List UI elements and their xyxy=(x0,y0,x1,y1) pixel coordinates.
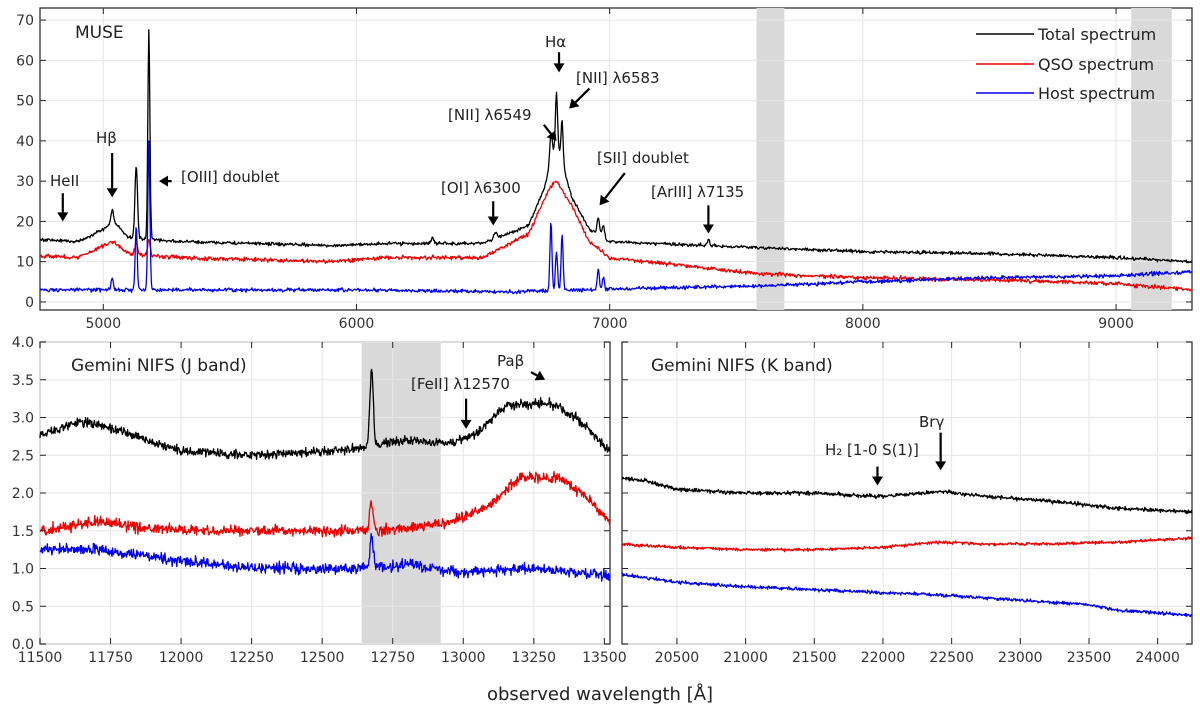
nifs-k-arrows xyxy=(871,432,947,486)
y-tick-label: 4.0 xyxy=(12,335,34,351)
x-tick-label: 21000 xyxy=(723,650,768,666)
x-tick-label: 12250 xyxy=(229,650,274,666)
arrow xyxy=(599,172,626,206)
nifs-j-ticks: 11500 11750 12000 12250 12500 12750 13000 13250… xyxy=(12,335,627,666)
muse-panel: 5000 6000 7000 8000 9000 0 10 20 30 40 50 60 70 MUSE… xyxy=(16,7,1193,332)
series-line-qso xyxy=(39,470,611,538)
series-line-qso xyxy=(39,180,1193,292)
nifs-j-panel: 11500 11750 12000 12250 12500 12750 13000 13250… xyxy=(12,335,627,666)
y-tick-label: 0.0 xyxy=(12,637,34,653)
x-tick-label: 20500 xyxy=(655,650,700,666)
y-tick-label: 2.0 xyxy=(12,486,34,502)
annotation-nii-6583: [NII] λ6583 xyxy=(576,69,660,87)
x-tick-label: 13000 xyxy=(441,650,486,666)
arrow xyxy=(871,466,883,486)
x-tick-label: 5000 xyxy=(85,316,121,332)
y-tick-label: 30 xyxy=(16,174,34,190)
series-line-total xyxy=(39,29,1193,264)
nifs-k-series xyxy=(621,476,1193,618)
x-tick-label: 13250 xyxy=(512,650,557,666)
annotation-hbeta: Hβ xyxy=(96,129,117,147)
y-tick-label: 3.0 xyxy=(12,411,34,427)
y-tick-label: 1.5 xyxy=(12,524,34,540)
x-axis-label: observed wavelength [Å] xyxy=(487,683,713,705)
x-tick-label: 11750 xyxy=(88,650,133,666)
annotation-heii: HeII xyxy=(50,172,79,190)
arrow xyxy=(935,432,947,471)
nifs-j-arrows xyxy=(460,370,546,429)
x-tick-label: 12000 xyxy=(159,650,204,666)
x-tick-label: 24000 xyxy=(1135,650,1180,666)
legend-label-host: Host spectrum xyxy=(1038,84,1155,103)
y-tick-label: 0 xyxy=(25,295,34,311)
annotation-feii-12570: [FeII] λ12570 xyxy=(411,375,510,393)
arrow xyxy=(106,152,118,198)
nifs-k-grid xyxy=(622,341,1192,645)
arrow xyxy=(57,193,69,222)
nifs-j-series xyxy=(39,368,611,582)
annotation-pabeta: Paβ xyxy=(497,352,524,370)
y-tick-label: 1.0 xyxy=(12,562,34,578)
y-tick-label: 0.5 xyxy=(12,599,34,615)
muse-title: MUSE xyxy=(75,23,124,43)
arrow xyxy=(460,398,472,429)
y-tick-label: 70 xyxy=(16,13,34,29)
arrow xyxy=(487,201,499,226)
x-tick-label: 12750 xyxy=(370,650,415,666)
arrow xyxy=(542,124,557,141)
x-tick-label: 6000 xyxy=(339,316,375,332)
shaded-region xyxy=(756,8,785,310)
annotation-oiii-doublet: [OIII] doublet xyxy=(181,168,280,186)
y-tick-label: 20 xyxy=(16,214,34,230)
x-tick-label: 12500 xyxy=(300,650,345,666)
annotation-halpha: Hα xyxy=(545,33,566,51)
x-tick-label: 22000 xyxy=(861,650,906,666)
shaded-region xyxy=(1131,8,1172,310)
x-tick-label: 23000 xyxy=(998,650,1043,666)
series-line-total xyxy=(621,476,1193,515)
x-tick-label: 8000 xyxy=(845,316,881,332)
muse-arrows xyxy=(57,52,714,234)
muse-ticks: 5000 6000 7000 8000 9000 0 10 20 30 40 50 60 70 xyxy=(16,8,1192,332)
x-tick-label: 9000 xyxy=(1098,316,1134,332)
annotation-nii-6549: [NII] λ6549 xyxy=(448,106,532,124)
y-tick-label: 2.5 xyxy=(12,448,34,464)
y-tick-label: 10 xyxy=(16,255,34,271)
x-tick-label: 21500 xyxy=(792,650,837,666)
legend-label-total: Total spectrum xyxy=(1037,25,1156,44)
legend-label-qso: QSO spectrum xyxy=(1038,55,1154,74)
muse-legend: Total spectrum QSO spectrum Host spectru… xyxy=(976,25,1156,103)
muse-grid xyxy=(40,8,1192,310)
y-tick-label: 40 xyxy=(16,134,34,150)
series-line-total xyxy=(39,368,611,461)
series-line-host xyxy=(39,140,1193,295)
series-line-host xyxy=(39,532,611,582)
arrow xyxy=(158,175,172,187)
y-tick-label: 60 xyxy=(16,53,34,69)
nifs-k-title: Gemini NIFS (K band) xyxy=(651,356,833,376)
arrow xyxy=(530,370,546,381)
annotation-h2-line: H₂ [1-0 S(1)] xyxy=(825,441,919,459)
series-line-qso xyxy=(621,536,1193,553)
x-tick-label: 23500 xyxy=(1067,650,1112,666)
x-tick-label: 11500 xyxy=(18,650,63,666)
annotation-ariii-7135: [ArIII] λ7135 xyxy=(651,183,744,201)
nifs-k-ticks: 20500 21000 21500 22000 22500 23000 23500 24000 xyxy=(622,341,1192,666)
annotation-brgamma: Brγ xyxy=(919,413,944,431)
annotation-sii-doublet: [SII] doublet xyxy=(597,149,689,167)
series-line-host xyxy=(621,572,1193,618)
y-tick-label: 3.5 xyxy=(12,373,34,389)
muse-series xyxy=(39,29,1193,295)
annotation-oi-6300: [OI] λ6300 xyxy=(441,179,521,197)
arrow xyxy=(569,87,591,109)
arrow xyxy=(553,52,565,73)
x-tick-label: 7000 xyxy=(592,316,628,332)
nifs-k-panel: 20500 21000 21500 22000 22500 23000 23500 24000… xyxy=(621,341,1193,666)
arrow xyxy=(702,205,714,234)
y-tick-label: 50 xyxy=(16,94,34,110)
x-tick-label: 13500 xyxy=(582,650,627,666)
x-tick-label: 22500 xyxy=(929,650,974,666)
nifs-j-title: Gemini NIFS (J band) xyxy=(71,356,247,376)
